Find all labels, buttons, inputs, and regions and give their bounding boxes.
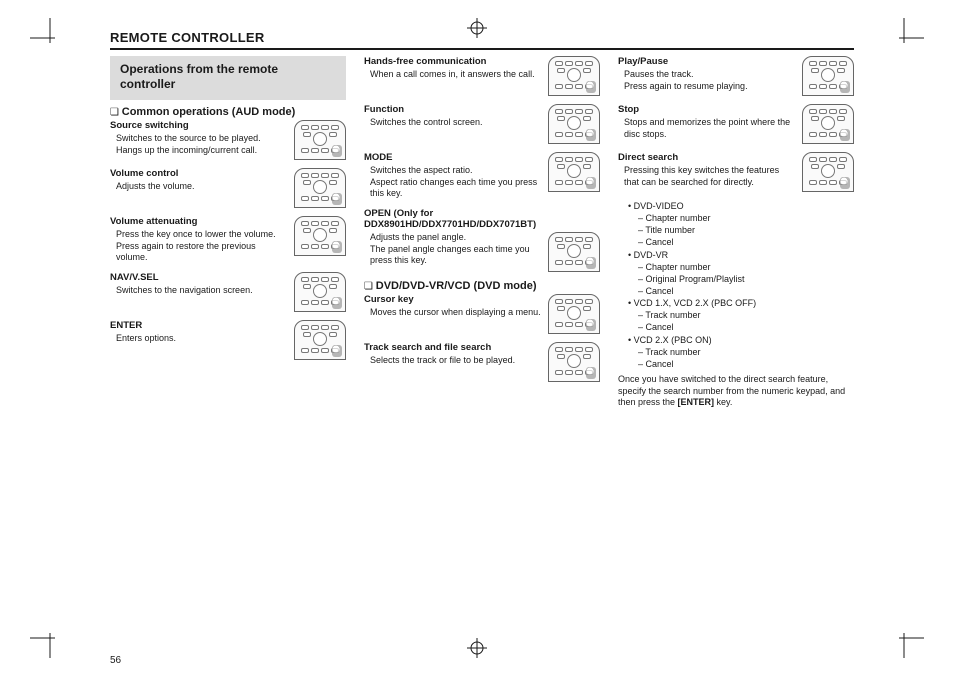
block-body: Adjusts the volume. <box>110 181 288 193</box>
block-title: Stop <box>618 104 796 115</box>
list-subitem: Cancel <box>628 358 854 370</box>
list-subitem: Track number <box>628 309 854 321</box>
remote-illustration <box>548 342 600 382</box>
page-body: Operations from the remote controller Co… <box>40 56 914 626</box>
list-subitem: Original Program/Playlist <box>628 273 854 285</box>
column-1: Operations from the remote controller Co… <box>110 56 346 626</box>
block-title: Volume attenuating <box>110 216 288 227</box>
block-body: Switches the control screen. <box>364 117 542 129</box>
remote-illustration <box>548 152 600 192</box>
instruction-block: Hands-free communication When a call come… <box>364 56 600 96</box>
block-body: Enters options. <box>110 333 288 345</box>
remote-illustration <box>294 168 346 208</box>
block-title: ENTER <box>110 320 288 331</box>
block-title: Volume control <box>110 168 288 179</box>
instruction-block: OPEN (Only for DDX8901HD/DDX7701HD/DDX70… <box>364 208 600 272</box>
block-title: Cursor key <box>364 294 542 305</box>
block-title: Direct search <box>618 152 796 163</box>
list-bullet: DVD-VR <box>628 249 854 261</box>
block-title: OPEN (Only for DDX8901HD/DDX7701HD/DDX70… <box>364 208 600 230</box>
block-body: Moves the cursor when displaying a menu. <box>364 307 542 319</box>
list-bullet: VCD 2.X (PBC ON) <box>628 334 854 346</box>
block-body: Selects the track or file to be played. <box>364 355 542 367</box>
remote-illustration <box>548 104 600 144</box>
instruction-block: Cursor key Moves the cursor when displayi… <box>364 294 600 334</box>
direct-search-list: DVD-VIDEOChapter numberTitle numberCance… <box>618 200 854 370</box>
block-title: Source switching <box>110 120 288 131</box>
block-title: Track search and file search <box>364 342 542 353</box>
block-body: Stops and memorizes the point where the … <box>618 117 796 140</box>
instruction-block: NAV/V.SEL Switches to the navigation scre… <box>110 272 346 312</box>
instruction-block: Track search and file search Selects the … <box>364 342 600 382</box>
remote-illustration <box>294 272 346 312</box>
remote-illustration <box>802 56 854 96</box>
remote-illustration <box>802 104 854 144</box>
block-title: MODE <box>364 152 542 163</box>
block-body: Adjusts the panel angle.The panel angle … <box>364 232 542 267</box>
list-subitem: Cancel <box>628 285 854 297</box>
instruction-block: Direct search Pressing this key switches … <box>618 152 854 192</box>
instruction-block: Volume control Adjusts the volume. <box>110 168 346 208</box>
block-body: Switches the aspect ratio.Aspect ratio c… <box>364 165 542 200</box>
remote-illustration <box>548 232 600 272</box>
list-subitem: Cancel <box>628 236 854 248</box>
instruction-block: ENTER Enters options. <box>110 320 346 360</box>
footnote-post: key. <box>714 397 732 407</box>
block-body: When a call comes in, it answers the cal… <box>364 69 542 81</box>
instruction-block: Volume attenuating Press the key once to … <box>110 216 346 264</box>
column-3: Play/Pause Pauses the track.Press again t… <box>618 56 854 626</box>
list-bullet: DVD-VIDEO <box>628 200 854 212</box>
list-subitem: Title number <box>628 224 854 236</box>
page-number: 56 <box>110 655 121 666</box>
section-box-title: Operations from the remote controller <box>110 56 346 100</box>
remote-illustration <box>548 56 600 96</box>
instruction-block: Function Switches the control screen. <box>364 104 600 144</box>
instruction-block: Stop Stops and memorizes the point where … <box>618 104 854 144</box>
block-body: Switches to the navigation screen. <box>110 285 288 297</box>
block-body: Pauses the track.Press again to resume p… <box>618 69 796 92</box>
block-title: Function <box>364 104 542 115</box>
instruction-block: MODE Switches the aspect ratio.Aspect rat… <box>364 152 600 200</box>
remote-illustration <box>294 320 346 360</box>
block-body: Press the key once to lower the volume. … <box>110 229 288 264</box>
direct-search-footnote: Once you have switched to the direct sea… <box>618 374 854 409</box>
instruction-block: Play/Pause Pauses the track.Press again t… <box>618 56 854 96</box>
remote-illustration <box>548 294 600 334</box>
subhead-common-ops: Common operations (AUD mode) <box>110 106 346 118</box>
block-title: NAV/V.SEL <box>110 272 288 283</box>
remote-illustration <box>294 216 346 256</box>
remote-illustration <box>294 120 346 160</box>
remote-illustration <box>802 152 854 192</box>
footnote-bold: [ENTER] <box>678 397 715 407</box>
subhead-dvd-mode: DVD/DVD-VR/VCD (DVD mode) <box>364 280 600 292</box>
instruction-block: Source switching Switches to the source t… <box>110 120 346 160</box>
list-bullet: VCD 1.X, VCD 2.X (PBC OFF) <box>628 297 854 309</box>
block-title: Play/Pause <box>618 56 796 67</box>
block-title: Hands-free communication <box>364 56 542 67</box>
block-body: Switches to the source to be played.Hang… <box>110 133 288 156</box>
list-subitem: Cancel <box>628 321 854 333</box>
list-subitem: Track number <box>628 346 854 358</box>
column-2: Hands-free communication When a call come… <box>364 56 600 626</box>
list-subitem: Chapter number <box>628 261 854 273</box>
block-body: Pressing this key switches the features … <box>618 165 796 188</box>
list-subitem: Chapter number <box>628 212 854 224</box>
